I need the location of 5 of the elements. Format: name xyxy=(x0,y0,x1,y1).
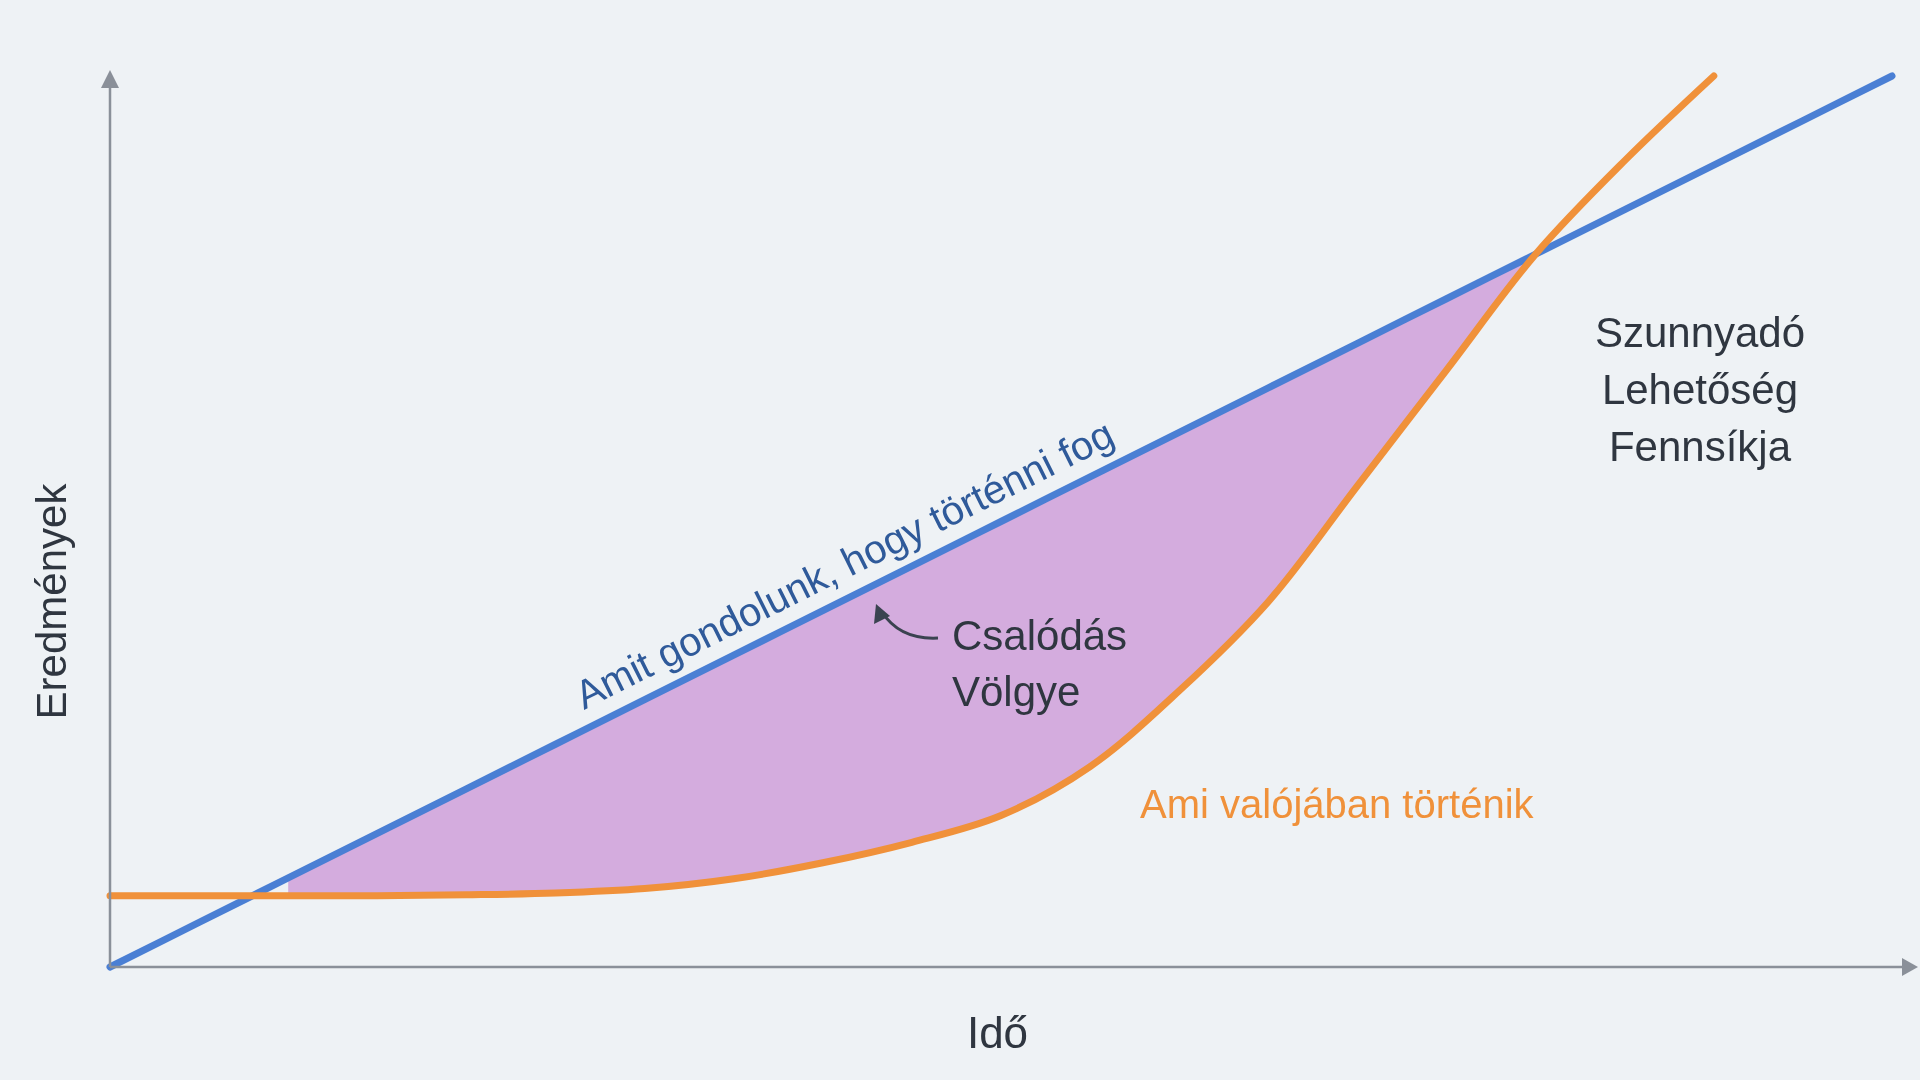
series-label: Ami valójában történik xyxy=(1140,782,1535,826)
y-axis-title: Eredmények xyxy=(28,482,75,720)
annotation: Szunnyadó Lehetőség Fennsíkja xyxy=(1594,309,1806,470)
annotation: Csalódás Völgye xyxy=(952,612,1128,715)
x-axis-title: Idő xyxy=(966,1008,1029,1057)
